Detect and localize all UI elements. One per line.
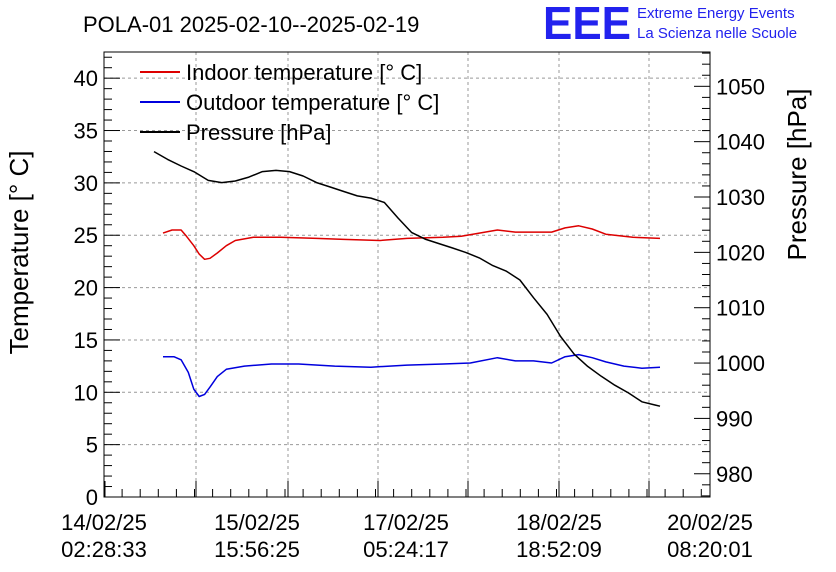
x-tick-label: 05:24:17 [363, 537, 449, 562]
y-axis-title: Temperature [° C] [4, 150, 34, 354]
chart-title: POLA-01 2025-02-10--2025-02-19 [83, 12, 419, 37]
x-tick-label: 18/02/25 [516, 510, 602, 535]
logo-line1: Extreme Energy Events [637, 5, 795, 22]
y2-tick-label: 1020 [716, 240, 765, 265]
y-tick-label: 20 [74, 276, 98, 301]
legend-label: Outdoor temperature [° C] [186, 90, 439, 115]
x-tick-label: 17/02/25 [363, 510, 449, 535]
logo-mark: EEE [543, 0, 631, 49]
y-tick-label: 30 [74, 171, 98, 196]
x-tick-label: 02:28:33 [61, 537, 147, 562]
y2-tick-label: 1000 [716, 351, 765, 376]
legend: Indoor temperature [° C] Outdoor temperat… [140, 60, 439, 145]
y2-axis-title: Pressure [hPa] [782, 89, 812, 261]
y-tick-label: 10 [74, 380, 98, 405]
x-tick-label: 15/02/25 [214, 510, 300, 535]
legend-label: Pressure [hPa] [186, 120, 332, 145]
y2-tick-label: 990 [716, 406, 753, 431]
eee-logo: EEE Extreme Energy Events La Scienza nel… [543, 0, 797, 49]
series-line-1 [162, 225, 661, 261]
x-tick-label: 15:56:25 [214, 537, 300, 562]
y2-tick-label: 1030 [716, 185, 765, 210]
x-tick-label: 08:20:01 [667, 537, 753, 562]
y2-tick-label: 1040 [716, 130, 765, 155]
x-tick-label: 20/02/25 [667, 510, 753, 535]
y-tick-label: 5 [86, 433, 98, 458]
series-line-2 [163, 353, 661, 398]
y2-tick-label: 980 [716, 462, 753, 487]
x-tick-label: 18:52:09 [516, 537, 602, 562]
series-lines [153, 150, 661, 407]
axes: 0 5 10 15 20 25 30 35 40 980 990 1000 1010 1020 1030 10… [61, 52, 765, 562]
legend-label: Indoor temperature [° C] [186, 60, 422, 85]
y2-tick-label: 1050 [716, 74, 765, 99]
y2-tick-label: 1010 [716, 296, 765, 321]
y-tick-label: 40 [74, 66, 98, 91]
x-tick-label: 14/02/25 [61, 510, 147, 535]
y-tick-label: 25 [74, 223, 98, 248]
y-tick-label: 35 [74, 119, 98, 144]
y-tick-label: 15 [74, 328, 98, 353]
logo-line2: La Scienza nelle Scuole [637, 25, 797, 42]
series-line-3 [153, 150, 661, 407]
y-tick-label: 0 [86, 485, 98, 510]
